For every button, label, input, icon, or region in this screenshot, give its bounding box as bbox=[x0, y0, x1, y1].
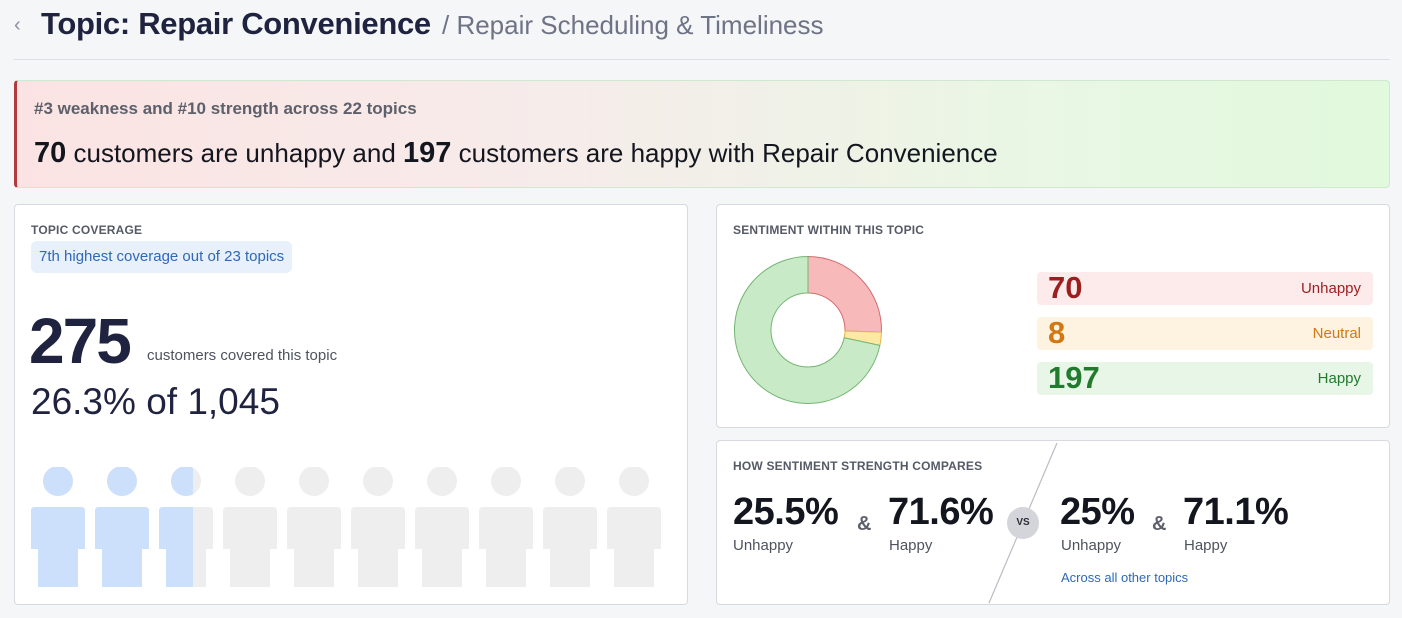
happy-label: Happy bbox=[1317, 370, 1361, 387]
other-happy-value: 71.1% bbox=[1183, 491, 1289, 533]
other-unhappy-label: Unhappy bbox=[1061, 537, 1122, 554]
donut-slice-happy[interactable] bbox=[734, 255, 881, 404]
donut-slice-unhappy[interactable] bbox=[807, 255, 882, 333]
person-icon bbox=[415, 467, 469, 587]
vs-badge: VS bbox=[1007, 507, 1039, 539]
other-unhappy-value: 25% bbox=[1060, 491, 1135, 533]
page-header: ‹ Topic: Repair Convenience / Repair Sch… bbox=[14, 0, 1390, 60]
person-icon bbox=[95, 467, 149, 587]
person-icon bbox=[543, 467, 597, 587]
summary-banner: #3 weakness and #10 strength across 22 t… bbox=[14, 80, 1390, 188]
summary-end-text: customers are happy with Repair Convenie… bbox=[451, 138, 998, 168]
happy-value: 197 bbox=[1048, 360, 1100, 395]
person-icon bbox=[607, 467, 661, 587]
compare-title: HOW SENTIMENT STRENGTH COMPARES bbox=[733, 459, 983, 473]
page-title: Topic: Repair Convenience bbox=[41, 6, 431, 41]
sentiment-title: SENTIMENT WITHIN THIS TOPIC bbox=[733, 223, 925, 237]
sentiment-card: SENTIMENT WITHIN THIS TOPIC 70 Unhappy 8… bbox=[716, 204, 1390, 428]
other-happy-label: Happy bbox=[1184, 537, 1228, 554]
neutral-value: 8 bbox=[1048, 315, 1066, 350]
unhappy-count: 70 bbox=[34, 137, 67, 169]
coverage-percent: 26.3% of 1,045 bbox=[31, 381, 280, 422]
topic-coverage-card: TOPIC COVERAGE 7th highest coverage out … bbox=[14, 204, 688, 605]
sentiment-compare-card: HOW SENTIMENT STRENGTH COMPARES 25.5% Un… bbox=[716, 440, 1390, 605]
all-topics-link[interactable]: Across all other topics bbox=[1061, 570, 1189, 585]
sentiment-row-happy: 197 Happy bbox=[1037, 360, 1373, 395]
this-unhappy-value: 25.5% bbox=[733, 491, 839, 533]
person-icon bbox=[31, 467, 85, 587]
coverage-title: TOPIC COVERAGE bbox=[31, 223, 143, 237]
ampersand: & bbox=[857, 513, 872, 535]
ampersand: & bbox=[1152, 513, 1167, 535]
page-subtitle: / Repair Scheduling & Timeliness bbox=[442, 10, 824, 40]
sentiment-donut-chart bbox=[734, 255, 882, 404]
summary-text: 70 customers are unhappy and 197 custome… bbox=[34, 137, 998, 170]
covered-count: 275 bbox=[29, 305, 132, 377]
person-icon bbox=[287, 467, 341, 587]
happy-count: 197 bbox=[403, 137, 452, 169]
summary-mid-text: customers are unhappy and bbox=[66, 138, 404, 168]
sentiment-row-unhappy: 70 Unhappy bbox=[1037, 270, 1373, 305]
this-happy-label: Happy bbox=[889, 537, 933, 554]
person-icon bbox=[479, 467, 533, 587]
this-happy-value: 71.6% bbox=[888, 491, 994, 533]
person-icon bbox=[223, 467, 277, 587]
unhappy-value: 70 bbox=[1048, 270, 1083, 305]
neutral-label: Neutral bbox=[1312, 325, 1361, 342]
covered-caption: customers covered this topic bbox=[147, 347, 338, 364]
coverage-rank-badge: 7th highest coverage out of 23 topics bbox=[31, 241, 293, 273]
sentiment-row-neutral: 8 Neutral bbox=[1037, 315, 1373, 350]
people-pictogram bbox=[31, 467, 671, 587]
unhappy-label: Unhappy bbox=[1300, 280, 1361, 297]
person-icon bbox=[351, 467, 405, 587]
chevron-left-icon[interactable]: ‹ bbox=[14, 14, 21, 36]
rank-text: #3 weakness and #10 strength across 22 t… bbox=[34, 99, 417, 118]
person-icon bbox=[159, 467, 213, 587]
this-unhappy-label: Unhappy bbox=[733, 537, 794, 554]
